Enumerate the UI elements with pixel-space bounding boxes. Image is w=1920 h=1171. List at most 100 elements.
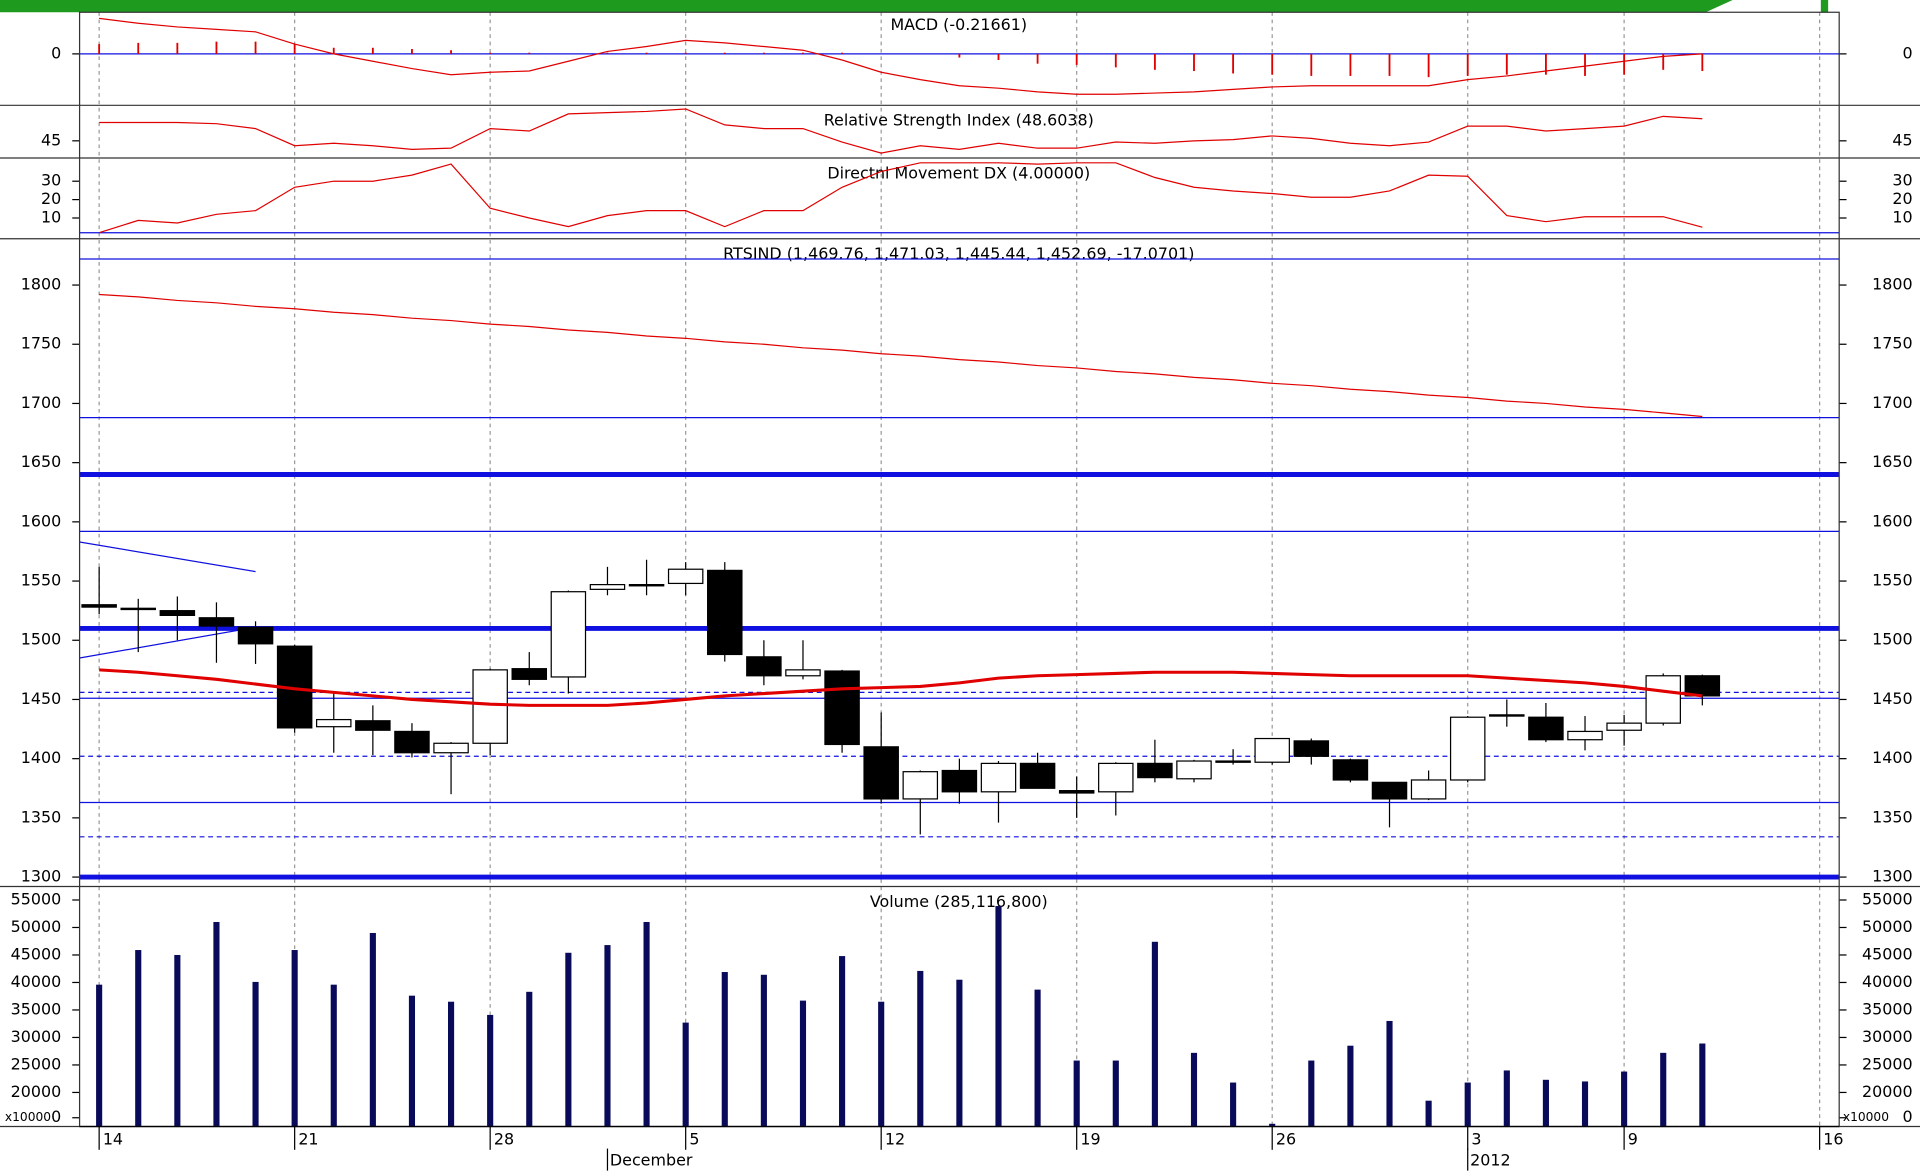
top-bar-mark [1820, 0, 1829, 13]
y-tick-label-right: 20 [1892, 189, 1912, 208]
volume-bar [1425, 1100, 1432, 1127]
y-tick-label: 30 [41, 171, 61, 190]
candle-body [824, 670, 860, 746]
unit-label: x10000 [5, 1110, 51, 1124]
x-tick-label: 3 [1471, 1130, 1481, 1149]
volume-bar [995, 906, 1002, 1127]
y-tick-label: 1450 [21, 689, 61, 708]
indicator-line [99, 668, 1703, 707]
candle-body [941, 769, 978, 793]
y-tick-label: 45 [41, 130, 61, 149]
x-tick-label: 16 [1823, 1130, 1843, 1149]
panel-title: Volume (285,116,800) [870, 892, 1048, 911]
candle-body [1137, 762, 1173, 779]
candle-body [198, 617, 235, 627]
candle-body [472, 669, 508, 744]
volume-bar [565, 952, 572, 1127]
candle-body [863, 746, 899, 800]
y-tick-label: 1800 [21, 275, 61, 294]
candle-body [1489, 714, 1525, 717]
volume-bar [1347, 1045, 1354, 1127]
candle-body [237, 626, 274, 645]
panel-title: Relative Strength Index (48.6038) [824, 111, 1094, 130]
y-tick-label: 55000 [11, 889, 62, 908]
y-tick-label-right: 1400 [1872, 748, 1912, 767]
candle-body [1606, 722, 1642, 731]
unit-label-right: x10000 [1843, 1110, 1889, 1124]
y-tick-label: 0 [51, 43, 61, 62]
trend-line [79, 626, 256, 659]
candle-body [550, 591, 587, 678]
volume-bar [1621, 1071, 1628, 1127]
candle-body [1332, 759, 1369, 781]
volume-bar [878, 1001, 885, 1127]
volume-bar [799, 1000, 807, 1127]
volume-bar [408, 995, 416, 1127]
volume-bar [1660, 1052, 1667, 1127]
x-tick-label: 28 [494, 1130, 514, 1149]
volume-bar [1503, 1070, 1510, 1127]
y-tick-label: 1750 [21, 334, 61, 353]
candle-body [1098, 762, 1134, 793]
volume-bar [682, 1022, 689, 1127]
volume-bar [1386, 1020, 1393, 1127]
y-tick-label: 35000 [11, 999, 62, 1018]
y-tick-label-right: 1750 [1872, 334, 1912, 353]
y-tick-label-right: 40000 [1862, 972, 1913, 991]
y-tick-label: 25000 [11, 1054, 62, 1073]
volume-bar [252, 981, 259, 1127]
candle-body [355, 720, 391, 731]
volume-bar [369, 932, 376, 1127]
y-tick-label-right: 1350 [1872, 807, 1912, 826]
y-tick-label-right: 45000 [1862, 944, 1913, 963]
candle-body [159, 610, 196, 617]
indicator-line [99, 293, 1703, 418]
y-tick-label-right: 10 [1892, 207, 1912, 226]
volume-bar [1269, 1123, 1276, 1127]
y-tick-label-right: 25000 [1862, 1054, 1913, 1073]
y-tick-label-right: 20000 [1862, 1082, 1913, 1101]
volume-bar [1230, 1082, 1237, 1127]
y-tick-label: 1700 [21, 393, 61, 412]
y-tick-label-right: 1500 [1872, 630, 1912, 649]
x-tick-label: 19 [1080, 1130, 1100, 1149]
candle-body [511, 668, 548, 680]
y-tick-label-right: 50000 [1862, 917, 1913, 936]
volume-bar [1308, 1060, 1315, 1127]
volume-bar [956, 979, 963, 1127]
candle-body [1371, 781, 1408, 800]
volume-bar [96, 984, 103, 1127]
y-tick-label-right: 1600 [1872, 511, 1912, 530]
candle-body [1293, 740, 1330, 757]
volume-bar [291, 950, 298, 1127]
volume-bar [839, 956, 846, 1127]
y-tick-label-right: 1700 [1872, 393, 1912, 412]
panel-title: Directnl Movement DX (4.00000) [827, 163, 1090, 182]
x-tick-label: 9 [1628, 1130, 1638, 1149]
y-tick-label: 1500 [21, 630, 61, 649]
x-tick-label: 12 [885, 1130, 905, 1149]
trend-line [79, 541, 256, 573]
y-tick-label: 1650 [21, 452, 61, 471]
volume-bar [604, 945, 611, 1127]
panel-title: RTSIND (1,469.76, 1,471.03, 1,445.44, 1,… [723, 244, 1194, 263]
y-tick-label: 20000 [11, 1082, 62, 1101]
candle-body [120, 607, 157, 611]
y-tick-label-right: 55000 [1862, 889, 1913, 908]
month-label: 2012 [1470, 1150, 1510, 1169]
y-tick-label-right: 1450 [1872, 689, 1912, 708]
candle-body [1567, 730, 1603, 741]
volume-bar [760, 974, 767, 1127]
month-label: December [610, 1150, 693, 1169]
volume-bar [174, 954, 181, 1127]
y-tick-label: 45000 [11, 944, 62, 963]
y-tick-label-right: 45 [1892, 130, 1912, 149]
volume-bar [448, 1001, 455, 1127]
volume-bar [487, 1014, 494, 1127]
volume-bar [1151, 941, 1158, 1127]
volume-bar [1542, 1079, 1549, 1127]
candle-body [1058, 790, 1095, 794]
candle-body [1019, 762, 1056, 789]
volume-bar [1464, 1082, 1471, 1127]
y-tick-label-right: 35000 [1862, 999, 1913, 1018]
